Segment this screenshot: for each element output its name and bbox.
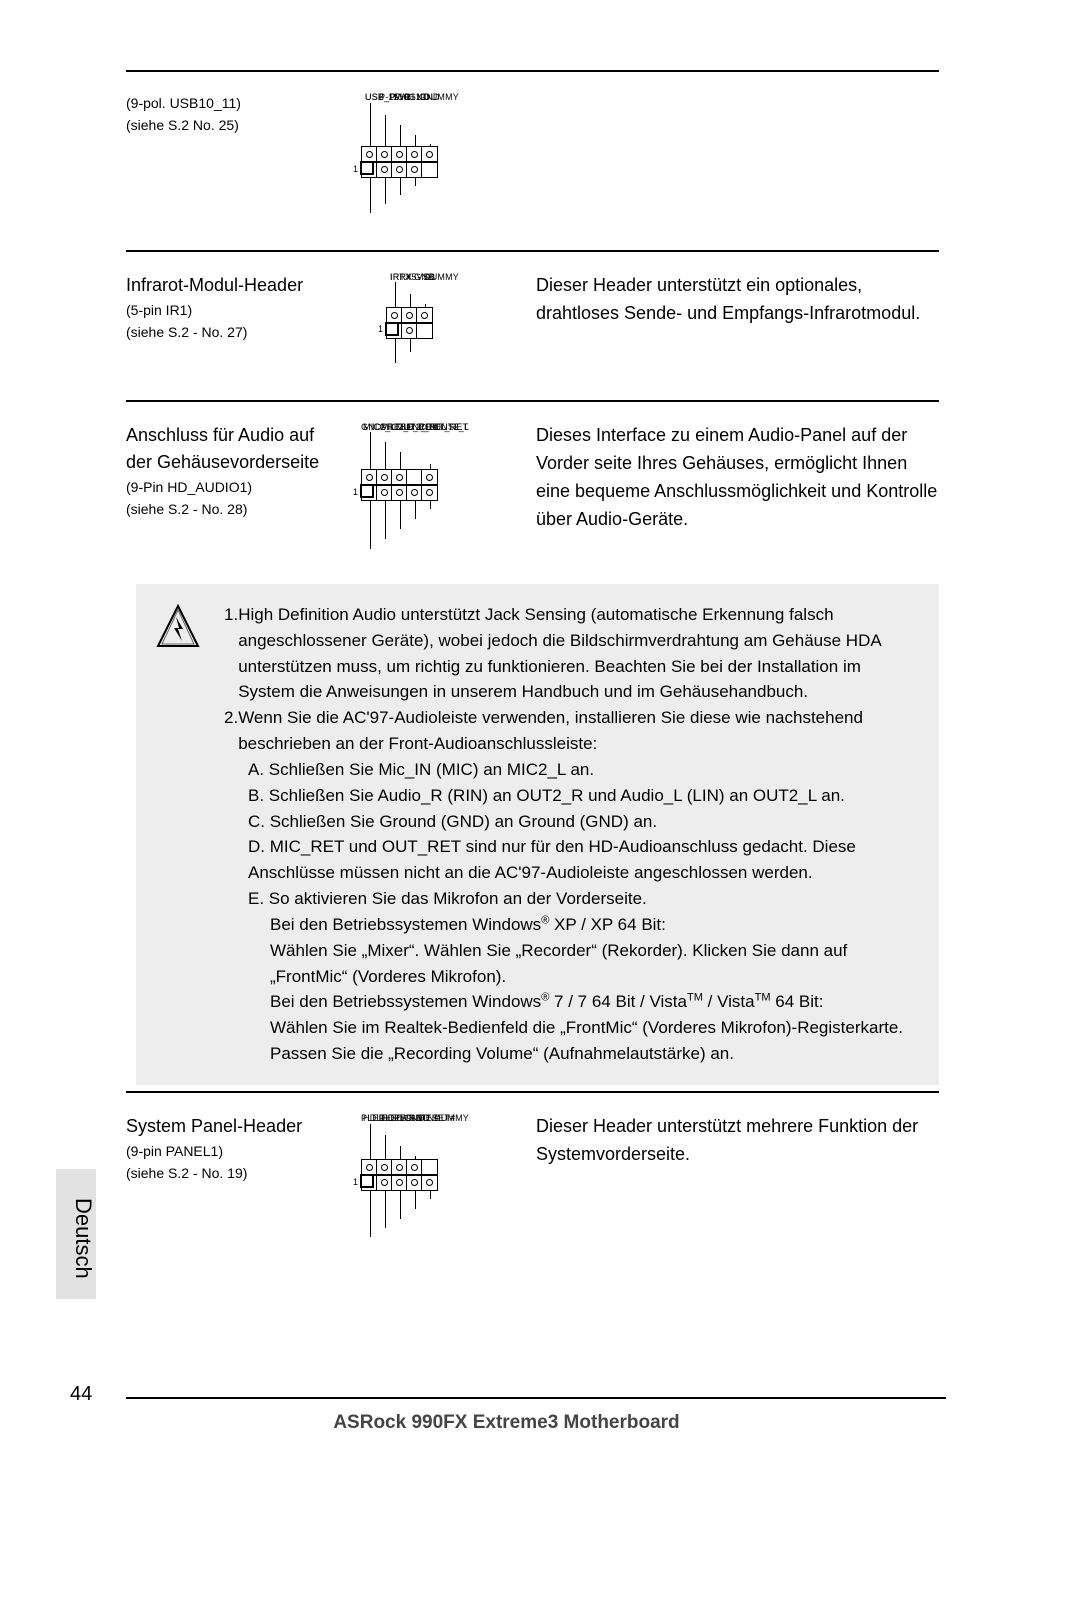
section-usb: (9-pol. USB10_11) (siehe S.2 No. 25) USB…	[126, 72, 939, 250]
pin-1-mark: 1	[353, 1177, 358, 1187]
list-num: 2.	[224, 705, 238, 757]
note-para: High Definition Audio unterstützt Jack S…	[238, 602, 919, 705]
footer-divider	[126, 1397, 946, 1399]
col-left: System Panel-Header (9-pin PANEL1) (sieh…	[126, 1113, 361, 1185]
panel-diagram: PLED+ PLED- PWRBTN# GND 1	[361, 1113, 536, 1273]
section-description: Dieses Interface zu einem Audio-Panel au…	[536, 422, 939, 534]
ref-line: (siehe S.2 - No. 27)	[126, 321, 361, 343]
ref-line: (5-pin IR1)	[126, 299, 361, 321]
col-left: Anschluss für Audio auf der Gehäusevorde…	[126, 422, 361, 521]
ref-line: (9-pin PANEL1)	[126, 1140, 361, 1162]
note-para: Wenn Sie die AC'97-Audioleiste verwenden…	[238, 705, 919, 757]
note-sub: D. MIC_RET und OUT_RET sind nur für den …	[224, 834, 919, 886]
pin-1-mark: 1	[353, 164, 358, 174]
section-ir: Infrarot-Modul-Header (5-pin IR1) (siehe…	[126, 252, 939, 400]
audio-diagram: GND PRESENCE# MIC_RET OUT_RET 1	[361, 422, 536, 582]
ref-line: (9-pol. USB10_11)	[126, 92, 361, 114]
section-description: Dieser Header unterstützt ein optionales…	[536, 272, 939, 328]
page-body: (9-pol. USB10_11) (siehe S.2 No. 25) USB…	[126, 70, 939, 1291]
note-sub: Wählen Sie im Realtek-Bedienfeld die „Fr…	[224, 1015, 919, 1067]
section-description: Dieser Header unterstützt mehrere Funkti…	[536, 1113, 939, 1169]
usb-diagram: USB_PWR P-11 P+11 GND DUMMY 1	[361, 92, 536, 232]
language-side-tab: Deutsch	[56, 1169, 96, 1299]
note-sub: B. Schließen Sie Audio_R (RIN) an OUT2_R…	[224, 783, 919, 809]
pin-label: MIC2_L	[363, 422, 396, 432]
note-box: 1. High Definition Audio unterstützt Jac…	[136, 584, 939, 1085]
section-title: Infrarot-Modul-Header	[126, 272, 361, 299]
pin-1-mark: 1	[353, 487, 358, 497]
section-title: System Panel-Header	[126, 1113, 361, 1140]
section-title: Anschluss für Audio auf	[126, 422, 361, 449]
page-footer: 44 ASRock 990FX Extreme3 Motherboard	[70, 1383, 943, 1406]
pin-label: HDLED+	[363, 1113, 400, 1123]
col-left: (9-pol. USB10_11) (siehe S.2 No. 25)	[126, 92, 361, 137]
note-sub: Wählen Sie „Mixer“. Wählen Sie „Recorder…	[224, 938, 919, 990]
section-audio: Anschluss für Audio auf der Gehäusevorde…	[126, 402, 939, 584]
pin-label: GND	[414, 272, 435, 282]
ir-diagram: IRTX +5VSB DUMMY 1 GND IRRX	[361, 272, 536, 382]
note-sub: Bei den Betriebssystemen Windows® 7 / 7 …	[224, 989, 919, 1015]
note-sub: C. Schließen Sie Ground (GND) an Ground …	[224, 809, 919, 835]
list-num: 1.	[224, 602, 238, 705]
pin-label: USB_PWR	[365, 92, 411, 102]
ref-line: (siehe S.2 No. 25)	[126, 114, 361, 136]
warning-icon	[156, 604, 200, 664]
footer-title: ASRock 990FX Extreme3 Motherboard	[70, 1412, 943, 1434]
note-text: 1. High Definition Audio unterstützt Jac…	[224, 602, 919, 1067]
note-sub: E. So aktivieren Sie das Mikrofon an der…	[224, 886, 919, 912]
ref-line: (9-Pin HD_AUDIO1)	[126, 476, 361, 498]
ref-line: (siehe S.2 - No. 19)	[126, 1162, 361, 1184]
note-sub: Bei den Betriebssystemen Windows® XP / X…	[224, 912, 919, 938]
ref-line: (siehe S.2 - No. 28)	[126, 498, 361, 520]
pin-1-mark: 1	[378, 324, 383, 334]
section-panel: System Panel-Header (9-pin PANEL1) (sieh…	[126, 1093, 939, 1291]
page-number: 44	[70, 1383, 92, 1405]
section-title: der Gehäusevorderseite	[126, 449, 361, 476]
col-left: Infrarot-Modul-Header (5-pin IR1) (siehe…	[126, 272, 361, 344]
pin-label: IRRX	[390, 272, 412, 282]
note-sub: A. Schließen Sie Mic_IN (MIC) an MIC2_L …	[224, 757, 919, 783]
